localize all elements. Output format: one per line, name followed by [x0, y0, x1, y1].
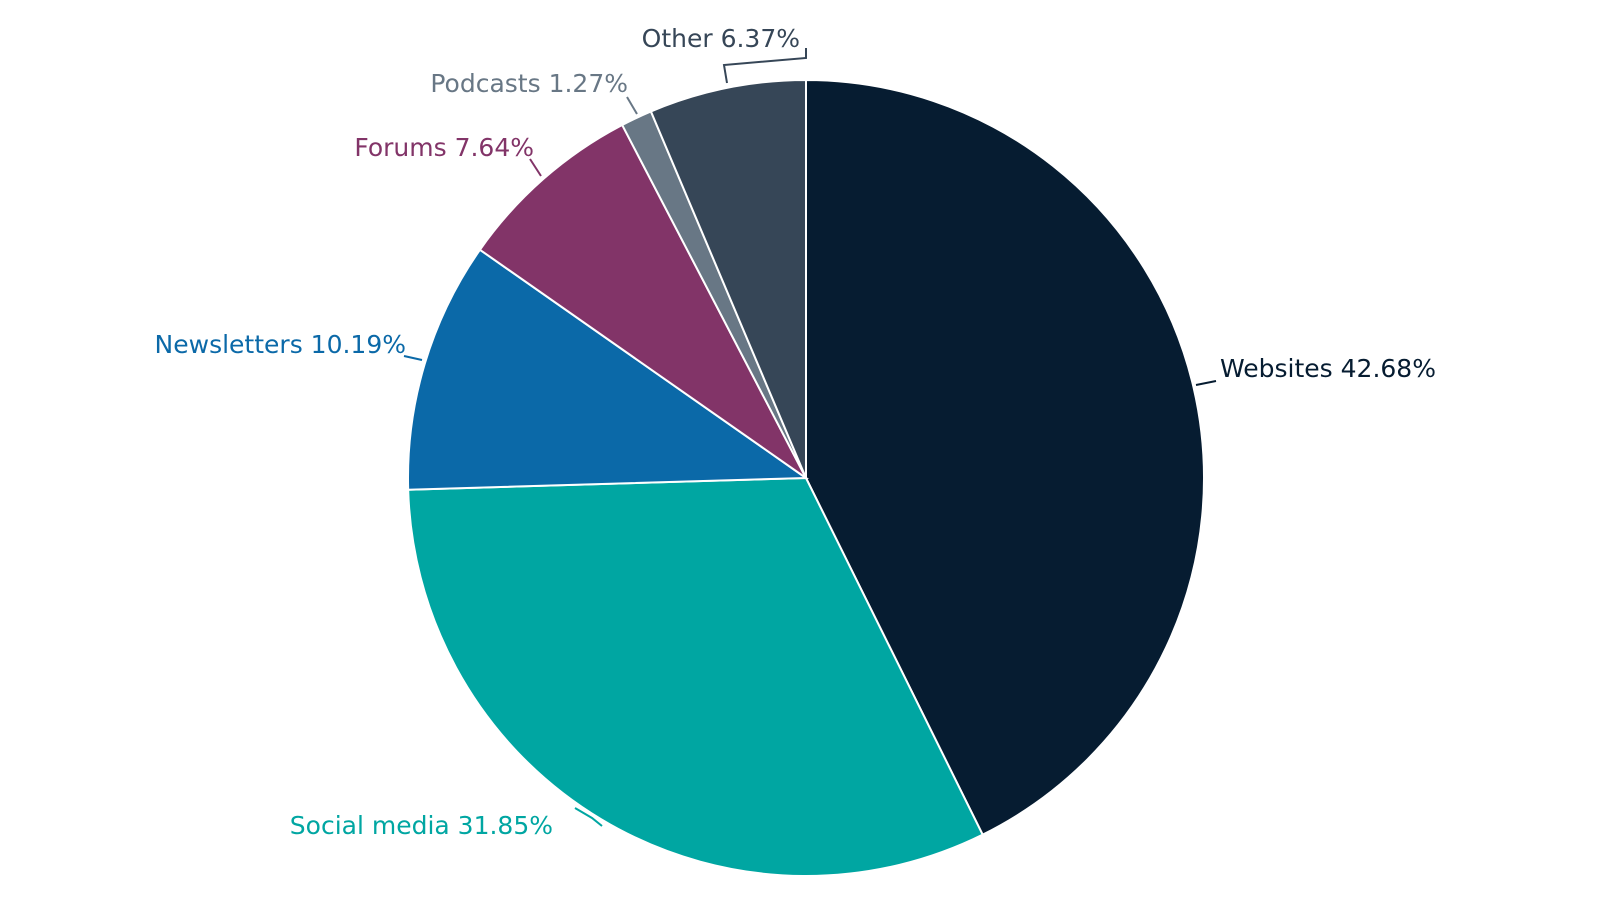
leader-line-podcasts: [626, 96, 638, 115]
slice-label-websites: Websites 42.68%: [1220, 354, 1436, 383]
slice-label-forums: Forums 7.64%: [354, 133, 534, 162]
leader-line-other: [722, 48, 807, 84]
pie-slice-social-media: [407, 476, 985, 878]
slice-label-newsletters: Newsletters 10.19%: [155, 330, 406, 359]
leader-line-websites: [1195, 380, 1217, 386]
slice-label-social-media: Social media 31.85%: [290, 811, 553, 840]
pie-slices: [407, 78, 1205, 878]
label-leader-lines: [403, 48, 1217, 827]
leader-line-newsletters: [403, 355, 423, 361]
leader-line-social-media: [574, 807, 603, 827]
pie-slice-newsletters: [407, 248, 810, 491]
pie-slice-websites: [805, 78, 1205, 836]
leader-line-forums: [529, 158, 542, 177]
pie-slice-other: [649, 78, 807, 479]
pie-slice-forums: [478, 123, 807, 479]
slice-label-podcasts: Podcasts 1.27%: [430, 69, 628, 98]
slice-labels: Websites 42.68% Social media 31.85% Newsle…: [155, 24, 1436, 840]
slice-label-other: Other 6.37%: [642, 24, 800, 53]
